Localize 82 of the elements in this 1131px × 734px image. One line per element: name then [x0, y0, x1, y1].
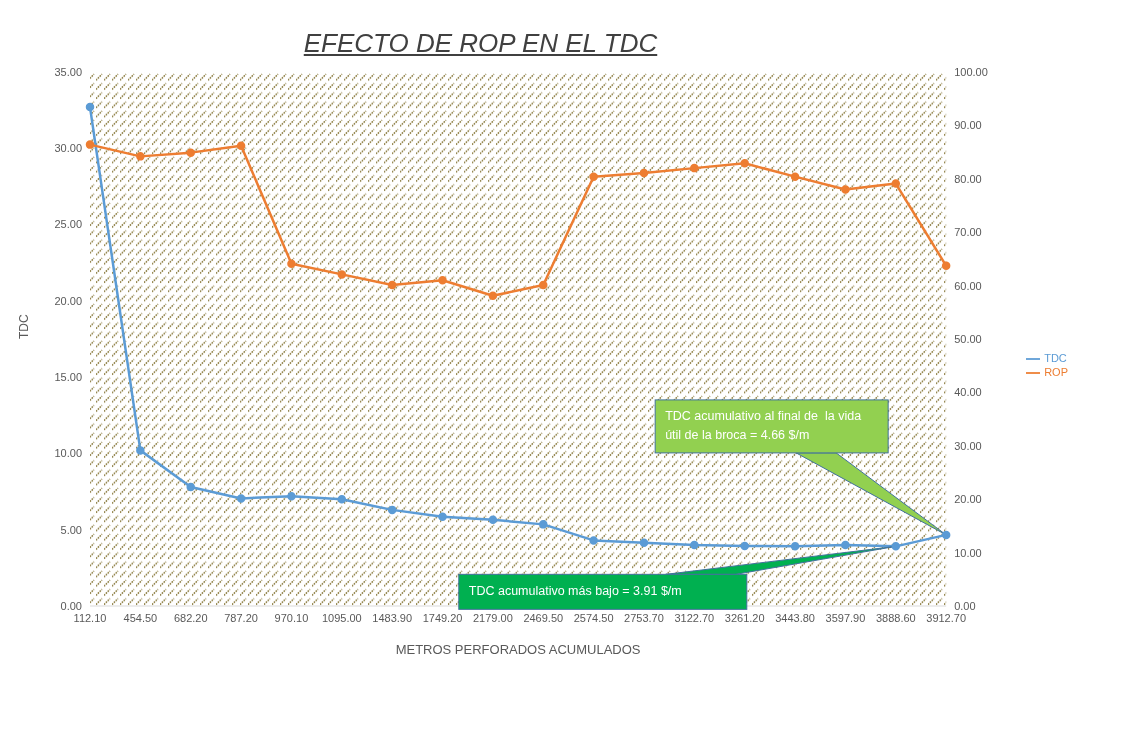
y-tick-label: 35.00: [54, 65, 82, 78]
x-tick-label: 2574.50: [573, 611, 614, 624]
y-tick-label: 5.00: [60, 523, 82, 536]
y2-tick-label: 40.00: [954, 386, 982, 399]
point: [539, 520, 548, 529]
x-tick-label: 3597.90: [825, 611, 866, 624]
y2-tick-label: 0.00: [954, 599, 976, 612]
y-axis-title: TDC: [17, 314, 32, 339]
y-tick-label: 20.00: [54, 294, 82, 307]
point: [891, 179, 901, 188]
point: [337, 494, 347, 504]
point: [539, 280, 548, 290]
x-tick-label: 3443.80: [775, 611, 815, 624]
y2-tick-label: 100.00: [954, 65, 988, 78]
y2-tick-label: 10.00: [954, 546, 982, 559]
point: [488, 515, 498, 525]
point: [85, 140, 95, 149]
y2-tick-label: 50.00: [954, 332, 982, 345]
point: [841, 185, 850, 194]
x-axis-title: METROS PERFORADOS ACUMULADOS: [395, 642, 641, 657]
callout: TDC acumulativo más bajo = 3.91 $/m: [458, 545, 897, 610]
point: [136, 446, 145, 455]
x-tick-label: 3122.70: [674, 611, 715, 624]
x-tick-label: 3888.60: [875, 611, 916, 624]
point: [790, 172, 800, 181]
x-tick-label: 1483.90: [372, 611, 413, 624]
annotation: TDC acumulativo al final de la vida útil de la broca = 4.66 $/m: [655, 399, 889, 453]
point: [387, 280, 397, 290]
x-tick-label: 682.20: [173, 611, 208, 624]
y2-tick-label: 70.00: [954, 226, 982, 239]
point: [186, 482, 195, 492]
y-tick-label: 10.00: [54, 447, 82, 460]
x-tick-label: 454.50: [123, 611, 158, 624]
point: [287, 491, 296, 501]
point: [438, 276, 447, 285]
chart-title: EFECTO DE ROP EN EL TDC: [302, 28, 659, 59]
point: [690, 163, 699, 173]
point: [740, 159, 749, 168]
y2-tick-label: 60.00: [954, 279, 982, 292]
point: [387, 505, 397, 515]
x-tick-label: 2469.50: [523, 611, 564, 624]
x-tick-label: 2753.70: [624, 611, 664, 624]
point: [790, 541, 800, 551]
y2-tick-label: 20.00: [954, 493, 982, 506]
point: [639, 538, 649, 547]
y2-tick-label: 30.00: [954, 439, 982, 452]
point: [236, 494, 246, 503]
legend-label: ROP: [1044, 366, 1068, 378]
point: [287, 259, 296, 268]
point: [337, 270, 347, 279]
point: [690, 540, 699, 550]
y2-tick-label: 80.00: [954, 172, 982, 185]
point: [740, 541, 749, 551]
point: [236, 141, 246, 150]
point: [891, 542, 901, 551]
x-tick-label: 3261.20: [724, 611, 765, 624]
x-tick-label: 787.20: [224, 611, 258, 624]
y2-tick-label: 90.00: [954, 119, 982, 132]
point: [488, 291, 498, 300]
x-tick-label: 2179.00: [473, 611, 513, 624]
point: [438, 512, 447, 521]
y-tick-label: 25.00: [54, 218, 82, 231]
y-tick-label: 15.00: [54, 371, 82, 384]
x-tick-label: 112.10: [73, 611, 107, 624]
x-tick-label: 1749.20: [422, 611, 463, 624]
x-tick-label: 1095.00: [321, 611, 362, 624]
y-tick-label: 0.00: [60, 599, 82, 612]
point: [589, 172, 598, 181]
callout: TDC acumulativo al final de la vida útil de la broca = 4.66 $/m: [654, 399, 947, 536]
point: [136, 152, 145, 161]
point: [85, 102, 95, 112]
y-tick-label: 30.00: [54, 142, 82, 155]
legend-label: TDC: [1044, 351, 1067, 364]
x-tick-label: 970.10: [274, 611, 309, 624]
point: [841, 540, 850, 550]
point: [941, 261, 951, 271]
point: [589, 536, 598, 545]
point: [941, 530, 951, 540]
point: [186, 148, 195, 157]
annotation: TDC acumulativo más bajo = 3.91 $/m: [458, 574, 747, 610]
x-tick-label: 3912.70: [926, 611, 967, 624]
point: [639, 168, 649, 178]
